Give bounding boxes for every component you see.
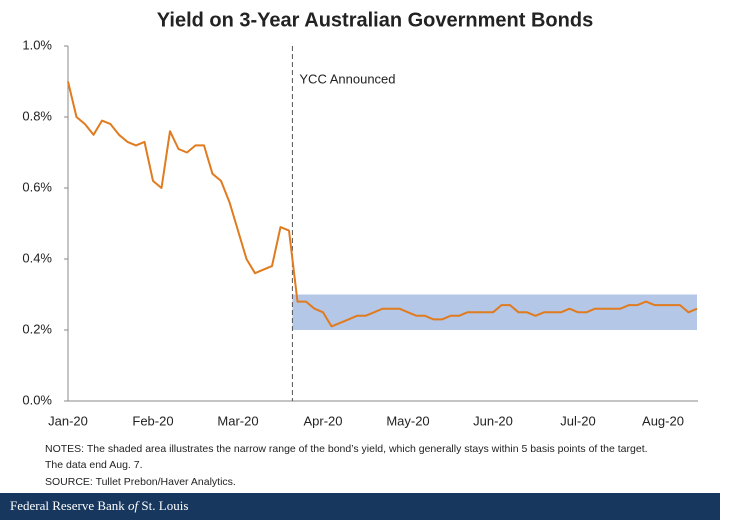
annotation-label: YCC Announced — [299, 71, 395, 86]
footer-text: Federal Reserve Bank — [10, 498, 128, 513]
x-tick-label: Jan-20 — [48, 413, 88, 428]
x-tick-label: May-20 — [386, 413, 429, 428]
x-tick-label: Jul-20 — [560, 413, 595, 428]
note: NOTES: The shaded area illustrates the n… — [45, 443, 648, 455]
footer-text: St. Louis — [138, 498, 188, 513]
yield-line — [67, 81, 698, 328]
footer-bar — [0, 493, 720, 520]
footer: Federal Reserve Bank of St. Louis — [10, 498, 188, 513]
footer-text: of — [128, 498, 141, 513]
x-tick-label: Feb-20 — [132, 413, 173, 428]
plot-area: 0.0% 0.2% 0.4% 0.6% 0.8% 1.0% Jan-20 Feb-20 Mar-… — [22, 37, 698, 428]
source: SOURCE: Tullet Prebon/Haver Analytics. — [45, 476, 236, 488]
y-tick-label: 0.4% — [22, 250, 52, 265]
x-tick-label: Mar-20 — [217, 413, 258, 428]
x-tick-label: Apr-20 — [303, 413, 342, 428]
y-tick-label: 0.8% — [22, 108, 52, 123]
note: The data end Aug. 7. — [45, 459, 143, 471]
target-band — [292, 294, 697, 330]
chart-title: Yield on 3-Year Australian Government Bo… — [157, 9, 593, 31]
y-tick-label: 0.6% — [22, 179, 52, 194]
x-tick-label: Jun-20 — [473, 413, 513, 428]
y-tick-label: 0.0% — [22, 392, 52, 407]
y-tick-label: 1.0% — [22, 37, 52, 52]
y-tick-label: 0.2% — [22, 321, 52, 336]
x-tick-label: Aug-20 — [642, 413, 684, 428]
